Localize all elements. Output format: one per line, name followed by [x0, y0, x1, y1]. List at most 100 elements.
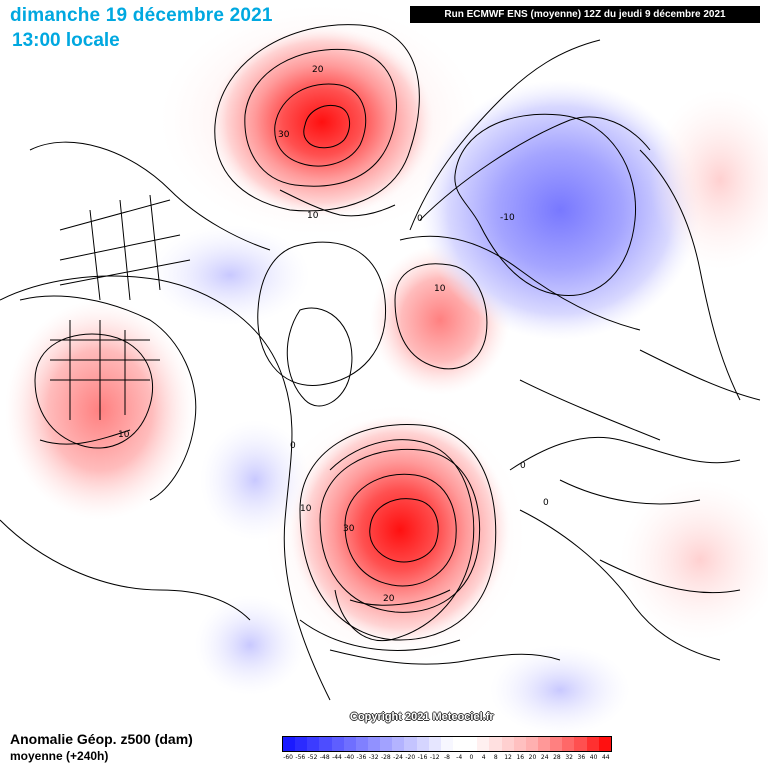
contour-label: 10: [118, 430, 130, 440]
legend-swatch: [331, 737, 344, 751]
legend-label: 44: [601, 754, 610, 761]
contour-pacific-30: [274, 83, 367, 167]
legend-label: -8: [443, 754, 450, 761]
contour-zero-d: [0, 519, 251, 621]
map-title: Anomalie Géop. z500 (dam): [10, 731, 193, 747]
legend-label: 32: [565, 754, 573, 761]
map-subtitle: moyenne (+240h): [10, 749, 109, 763]
legend-label: -44: [332, 754, 342, 761]
legend-swatch: [380, 737, 393, 751]
contour-label: 0: [290, 441, 296, 451]
legend-label: -32: [368, 754, 379, 761]
legend-label: 40: [589, 754, 598, 761]
legend-label: 4: [481, 754, 486, 761]
legend-swatch: [513, 737, 526, 751]
contour-label: -10: [500, 213, 515, 223]
geographic-outlines: [19, 116, 761, 665]
canada-grid: [59, 194, 191, 301]
contour-atlantic-10: [394, 263, 488, 370]
legend-swatch: [355, 737, 368, 751]
legend-label: -16: [417, 754, 428, 761]
legend-swatch: [489, 737, 502, 751]
north-america-coast: [19, 141, 271, 501]
legend-label: -20: [405, 754, 416, 761]
contour-label: 20: [383, 594, 395, 604]
color-legend: -60 -56 -52 -48 -44 -40 -36 -32 -28 -24 -20 -16 -12-…: [282, 736, 612, 766]
legend-swatch: [319, 737, 332, 751]
asia-borders: [519, 349, 761, 594]
contour-europe-30: [344, 473, 457, 587]
legend-label: -12: [429, 754, 440, 761]
contour-zero-b: [409, 39, 601, 231]
russia-coast: [399, 116, 651, 331]
legend-swatch: [501, 737, 514, 751]
anomaly-blob-greenland-sea: [200, 420, 310, 540]
anomaly-fields: [5, 5, 768, 735]
legend-swatch: [465, 737, 478, 751]
legend-label: 24: [540, 754, 549, 761]
legend-swatch: [295, 737, 308, 751]
anomaly-blob-east-siberia: [420, 80, 700, 340]
legend-swatch: [477, 737, 490, 751]
alaska-coast: [279, 189, 396, 217]
legend-swatch: [440, 737, 453, 751]
legend-label: -28: [380, 754, 391, 761]
legend-swatch: [307, 737, 320, 751]
us-state-borders: [50, 320, 160, 420]
legend-swatch: [404, 737, 417, 751]
contour-europe-10: [299, 423, 497, 641]
legend-color-bar: [282, 736, 612, 752]
legend-swatch: [525, 737, 538, 751]
model-run-info: Run ECMWF ENS (moyenne) 12Z du jeudi 9 d…: [410, 6, 760, 23]
contour-label: 10: [300, 504, 312, 514]
anomaly-blob-ne-pacific-strong: [210, 27, 434, 217]
contour-lines: [0, 24, 741, 701]
legend-swatch: [537, 737, 551, 751]
legend-label: -52: [307, 754, 318, 761]
legend-label: -40: [344, 754, 355, 761]
legend-swatch: [598, 737, 611, 751]
contour-europe-20: [319, 448, 481, 613]
forecast-date: dimanche 19 décembre 2021: [10, 5, 273, 26]
contour-zero-a: [0, 275, 331, 701]
legend-swatch: [428, 737, 441, 751]
contour-zero-e: [519, 509, 721, 661]
anomaly-blob-east-med: [490, 645, 630, 735]
legend-swatch: [562, 737, 575, 751]
contour-europe-40: [369, 498, 439, 563]
legend-label: 16: [516, 754, 525, 761]
legend-label: -24: [393, 754, 403, 761]
contour-pacific-40: [303, 105, 350, 149]
legend-swatch: [550, 737, 563, 751]
anomaly-blob-india: [620, 480, 768, 640]
legend-label: -48: [319, 754, 330, 761]
legend-swatch: [574, 737, 587, 751]
legend-label: -60: [283, 754, 294, 761]
legend-label: 28: [553, 754, 561, 761]
legend-swatch: [283, 737, 296, 751]
contour-label: 30: [343, 524, 355, 534]
contour-zero-c: [509, 436, 741, 471]
contour-value-labels: 20 30 10 0 -10 10 10 0 0 0 10 30 20: [118, 65, 549, 604]
contour-pacific-20: [244, 48, 397, 187]
legend-swatch: [452, 737, 466, 751]
anomaly-blob-atlantic-south: [195, 595, 305, 695]
legend-swatch: [343, 737, 356, 751]
legend-label: -4: [456, 754, 463, 761]
legend-label: 36: [577, 754, 586, 761]
legend-swatch: [392, 737, 405, 751]
contour-label: 10: [434, 284, 446, 294]
legend-label: -56: [295, 754, 306, 761]
legend-swatch: [367, 737, 381, 751]
legend-swatch: [586, 737, 599, 751]
greenland-outline: [286, 307, 353, 407]
legend-swatch: [416, 737, 429, 751]
anomaly-blob-europe-strong: [290, 415, 510, 645]
legend-label-row: -60 -56 -52 -48 -44 -40 -36 -32 -28 -24 -20 -16 -12-…: [282, 754, 612, 761]
anomaly-blob-arctic-canada: [150, 225, 310, 325]
pacific-coast-asia: [639, 149, 741, 401]
legend-label: 20: [528, 754, 537, 761]
europe-coast: [299, 439, 475, 651]
